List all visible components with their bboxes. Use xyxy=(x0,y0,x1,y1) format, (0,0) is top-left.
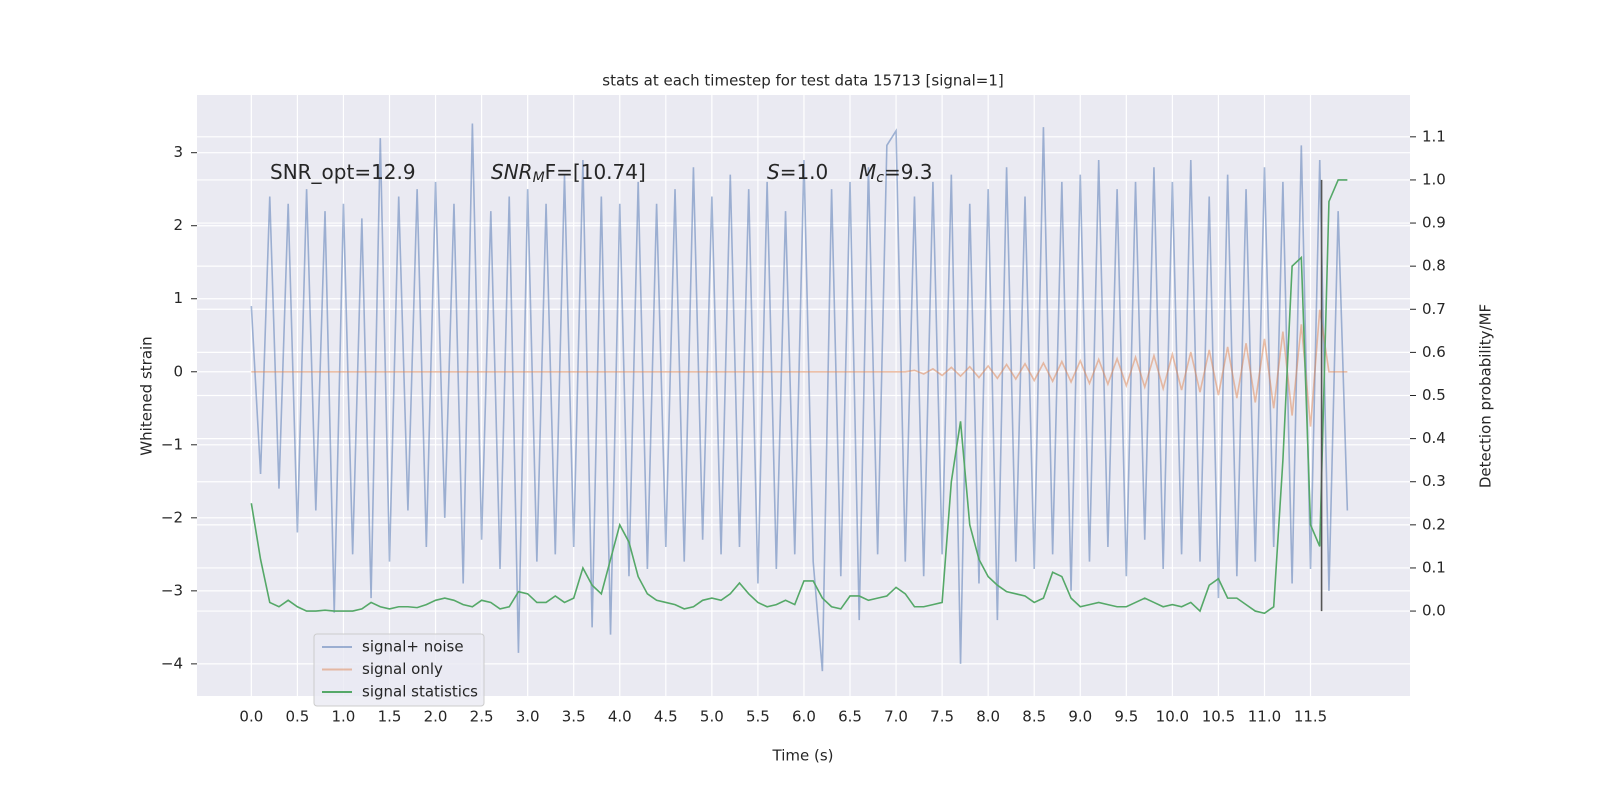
y2-tick-label: 0.1 xyxy=(1422,558,1446,576)
x-tick-label: 10.0 xyxy=(1156,708,1189,726)
y2-tick-label: 0.6 xyxy=(1422,343,1446,361)
y2-tick-label: 0.5 xyxy=(1422,386,1446,404)
chart-title: stats at each timestep for test data 157… xyxy=(602,72,1003,90)
x-tick-label: 0.5 xyxy=(285,708,309,726)
x-tick-label: 5.0 xyxy=(700,708,724,726)
x-tick-label: 2.5 xyxy=(470,708,494,726)
x-tick-label: 8.0 xyxy=(976,708,1000,726)
legend-label: signal+ noise xyxy=(362,638,464,656)
annotation-text: =9.3 xyxy=(884,160,933,184)
annotation: SNR_opt=12.9 xyxy=(270,160,416,184)
x-tick-label: 3.5 xyxy=(562,708,586,726)
y2-tick-label: 0.4 xyxy=(1422,429,1446,447)
x-tick-label: 9.5 xyxy=(1114,708,1138,726)
y2-tick-label: 1.0 xyxy=(1422,170,1446,188)
annotation: S=1.0 xyxy=(767,160,828,184)
annotation-subscript: c xyxy=(876,170,884,186)
legend-label: signal only xyxy=(362,660,443,678)
annotation-text: SNR_opt=12.9 xyxy=(270,160,416,184)
x-tick-label: 8.5 xyxy=(1022,708,1046,726)
x-tick-label: 6.0 xyxy=(792,708,816,726)
series-line xyxy=(250,123,1349,672)
legend-label: signal statistics xyxy=(362,683,478,701)
y-tick-label: 2 xyxy=(173,216,183,234)
annotation-italic: M xyxy=(859,160,876,184)
annotation: Mc=9.3 xyxy=(859,160,933,187)
y-tick-label: −2 xyxy=(161,508,183,526)
x-tick-label: 3.0 xyxy=(516,708,540,726)
x-tick-label: 10.5 xyxy=(1202,708,1235,726)
annotation: SNRMF=[10.74] xyxy=(491,160,646,187)
x-tick-label: 0.0 xyxy=(239,708,263,726)
y-tick-label: −1 xyxy=(161,435,183,453)
x-tick-label: 2.0 xyxy=(424,708,448,726)
x-tick-label: 4.0 xyxy=(608,708,632,726)
x-tick-label: 7.5 xyxy=(930,708,954,726)
y2-tick-label: 0.9 xyxy=(1422,214,1446,232)
y2-tick-label: 0.2 xyxy=(1422,515,1446,533)
y2-tick-label: 0.0 xyxy=(1422,602,1446,620)
x-tick-label: 11.0 xyxy=(1248,708,1281,726)
x-tick-label: 5.5 xyxy=(746,708,770,726)
y2-tick-label: 0.8 xyxy=(1422,257,1446,275)
y-tick-label: 1 xyxy=(173,289,183,307)
series-line xyxy=(251,309,1348,427)
y-tick-label: −4 xyxy=(161,654,183,672)
x-tick-label: 4.5 xyxy=(654,708,678,726)
x-tick-label: 9.0 xyxy=(1068,708,1092,726)
annotation-text: =1.0 xyxy=(780,160,829,184)
x-tick-label: 6.5 xyxy=(838,708,862,726)
annotation-text: F=[10.74] xyxy=(545,160,646,184)
y2-axis-label: Detection probability/MF xyxy=(1477,304,1495,488)
y2-tick-label: 0.7 xyxy=(1422,300,1446,318)
x-tick-label: 7.0 xyxy=(884,708,908,726)
y2-tick-label: 1.1 xyxy=(1422,127,1446,145)
annotation-italic: S xyxy=(767,160,780,184)
x-tick-label: 1.0 xyxy=(332,708,356,726)
y-tick-label: 0 xyxy=(173,362,183,380)
y-tick-label: −3 xyxy=(161,581,183,599)
y2-tick-label: 0.3 xyxy=(1422,472,1446,490)
x-tick-label: 11.5 xyxy=(1294,708,1327,726)
annotation-subscript: M xyxy=(533,170,545,186)
x-tick-label: 1.5 xyxy=(378,708,402,726)
y-axis-label: Whitened strain xyxy=(138,336,156,455)
series-line xyxy=(250,179,1348,615)
legend: signal+ noise signal only signal statistic… xyxy=(313,633,485,707)
annotation-italic: SNR xyxy=(491,160,533,184)
y-tick-label: 3 xyxy=(173,143,183,161)
legend-box xyxy=(313,633,485,707)
x-axis-label: Time (s) xyxy=(772,747,834,765)
